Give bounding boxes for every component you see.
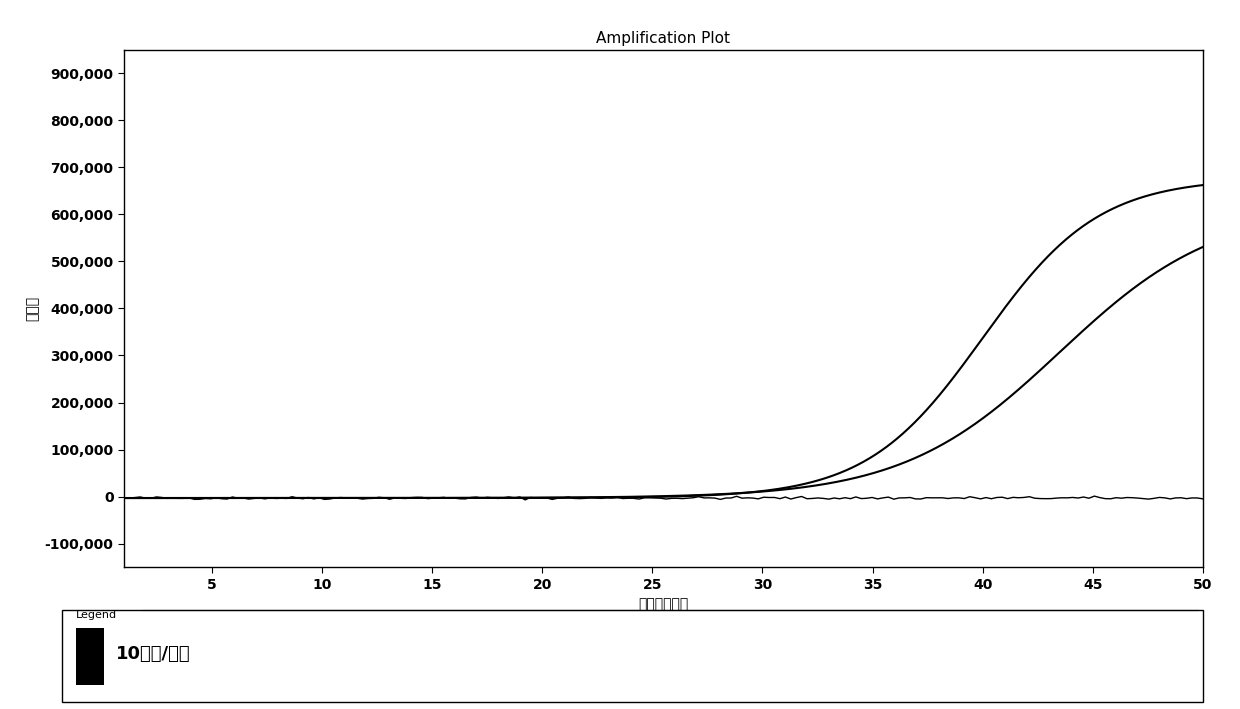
Text: 10拷贝/微升: 10拷贝/微升 — [115, 645, 190, 663]
Bar — [76, 628, 104, 686]
Y-axis label: 荧光値: 荧光値 — [25, 296, 40, 321]
Title: Amplification Plot: Amplification Plot — [596, 30, 730, 45]
Text: Legend: Legend — [76, 610, 117, 620]
X-axis label: 时间（分钟）: 时间（分钟） — [639, 597, 688, 611]
